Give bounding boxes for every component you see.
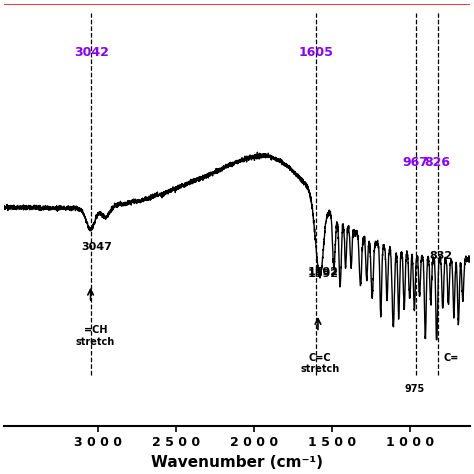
Text: 826: 826 [425,156,451,169]
X-axis label: Wavenumber (cm⁻¹): Wavenumber (cm⁻¹) [151,455,323,470]
Text: 975: 975 [404,383,425,394]
Text: =CH
stretch: =CH stretch [76,325,115,346]
Text: 3042: 3042 [74,46,109,59]
Text: 3047: 3047 [81,242,112,252]
Text: C=: C= [443,353,459,363]
Text: 967: 967 [402,156,428,169]
Text: 1592: 1592 [308,267,338,277]
Text: 1605: 1605 [299,46,333,59]
Text: 1592: 1592 [308,269,338,279]
Text: C=C
stretch: C=C stretch [300,353,339,374]
Text: 832: 832 [429,251,453,261]
